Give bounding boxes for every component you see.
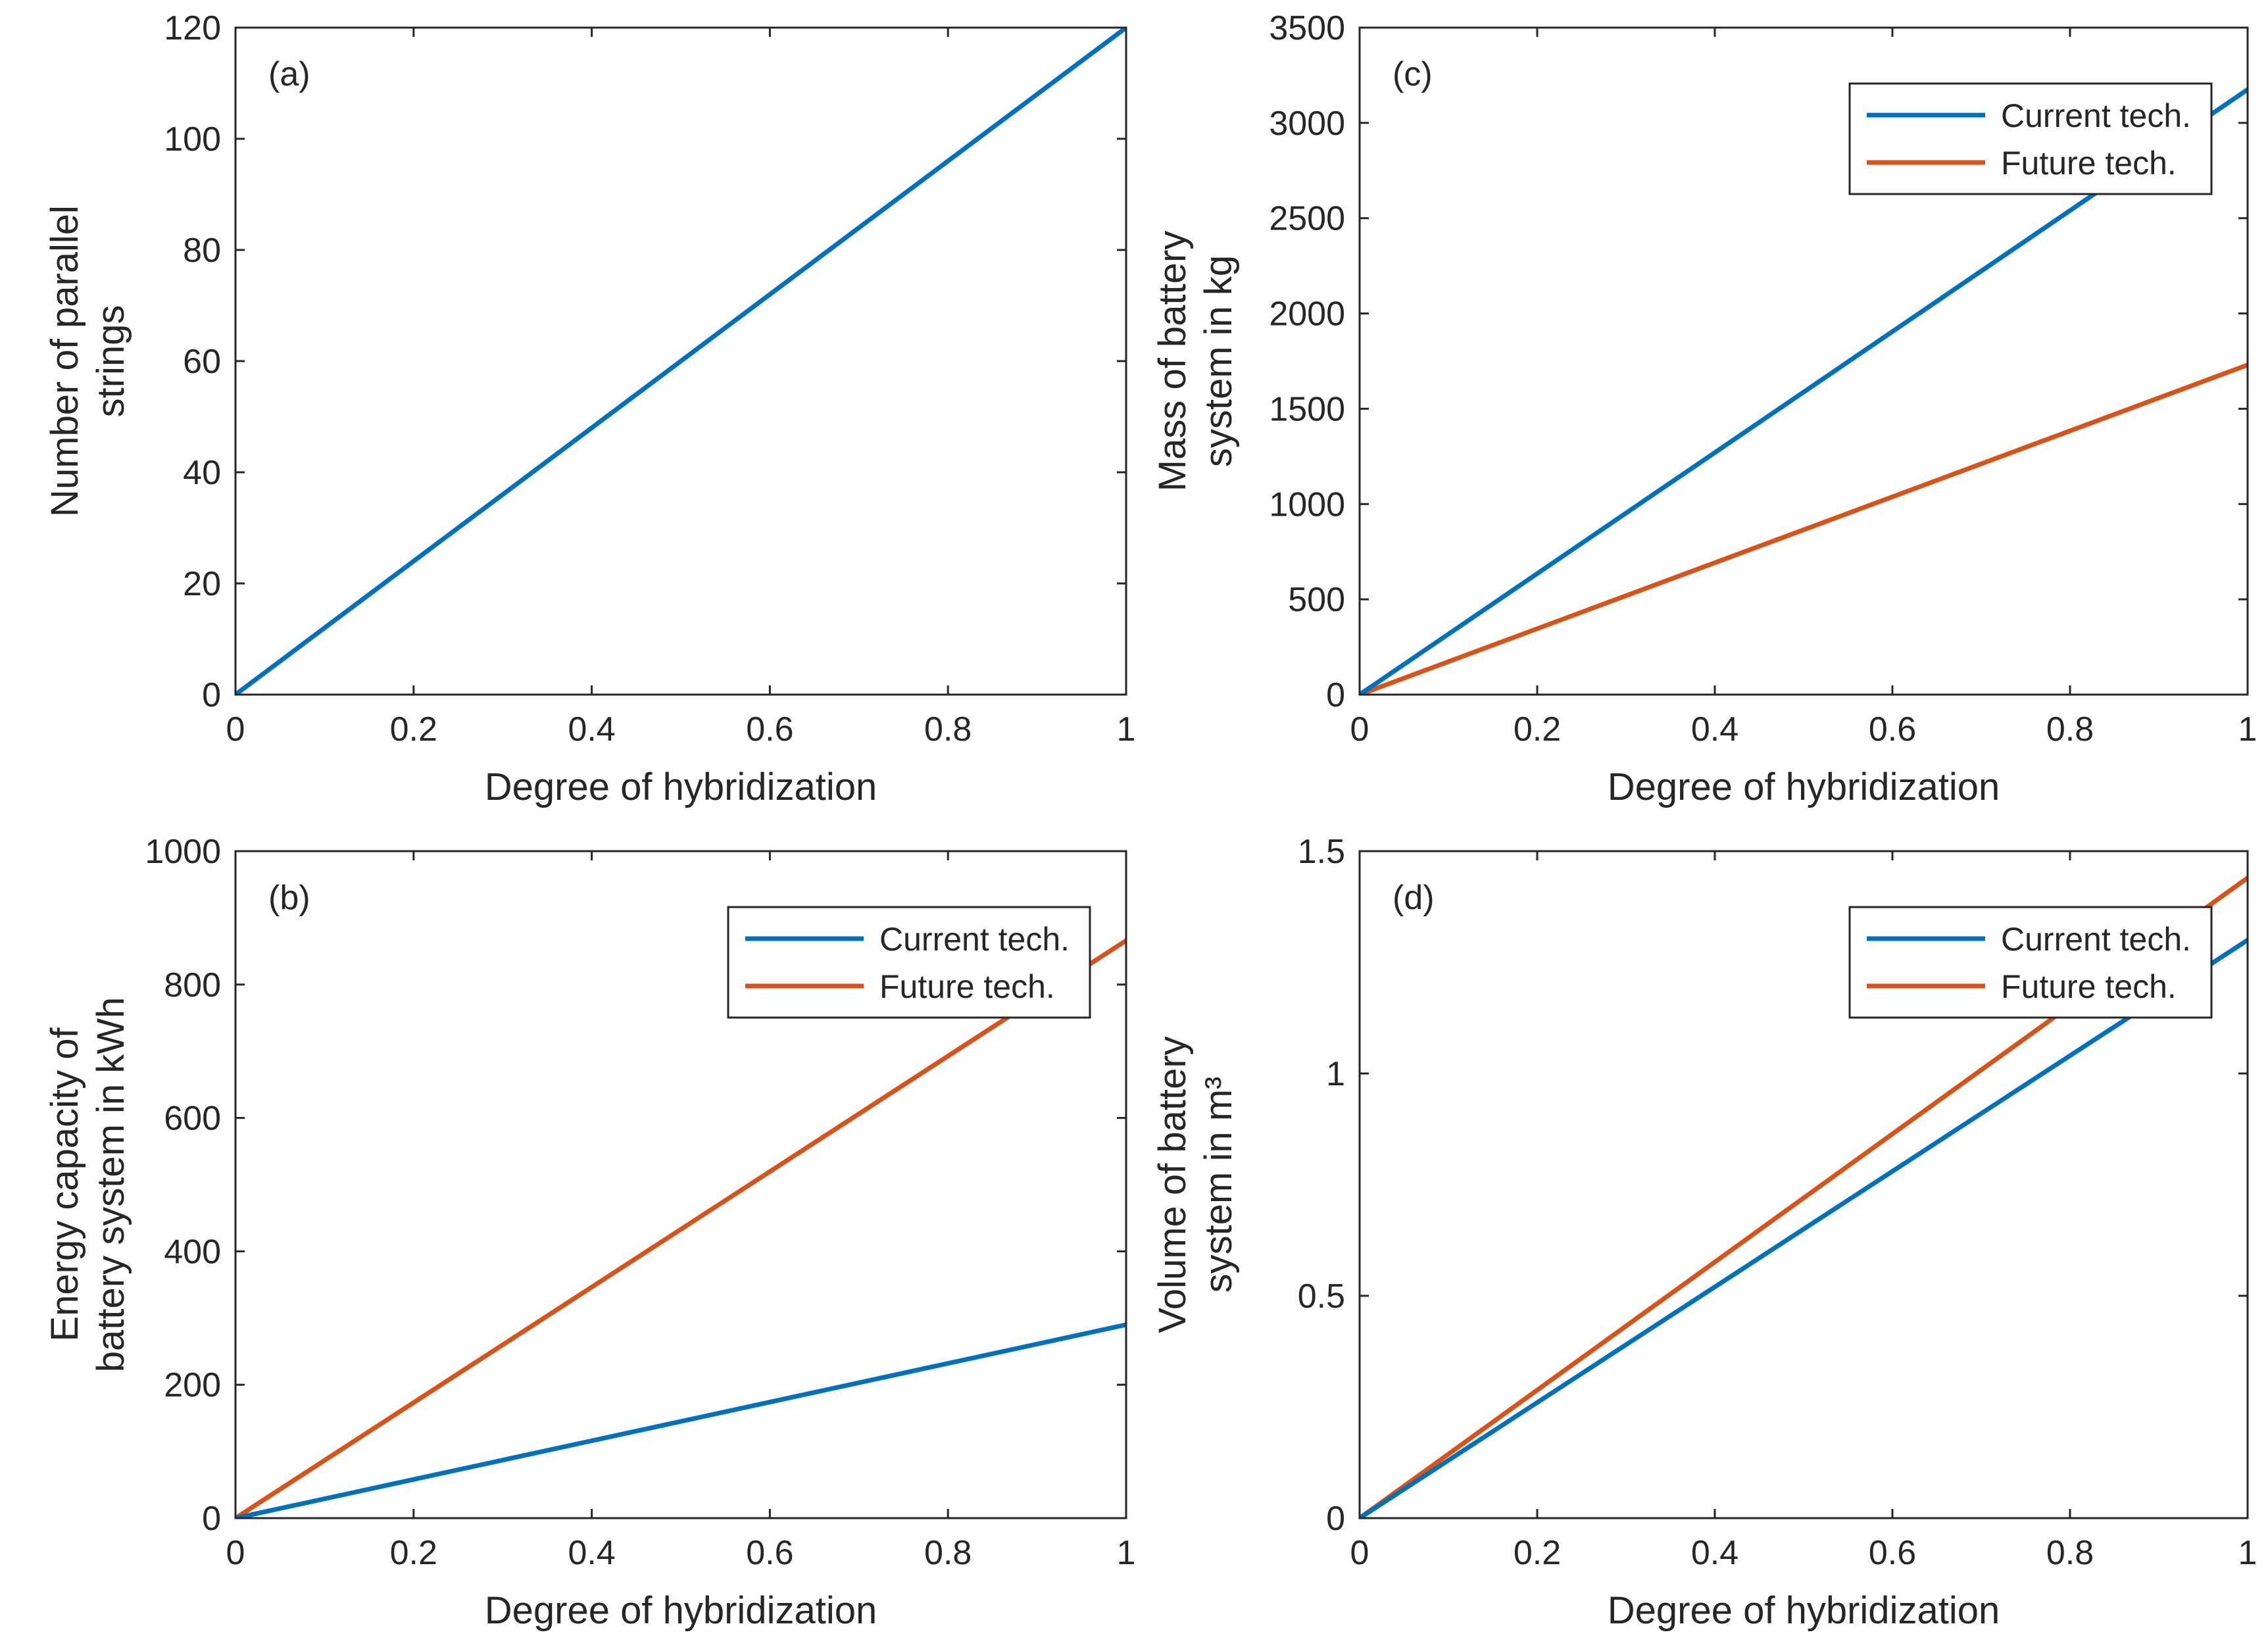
x-tick-label: 0.8	[924, 710, 972, 749]
y-tick-label: 3500	[1269, 9, 1345, 47]
x-tick-label: 0	[1350, 710, 1369, 749]
x-tick-label: 1	[1117, 1534, 1136, 1572]
series-line-future-tech	[1360, 362, 2248, 695]
y-tick-label: 0	[1326, 676, 1345, 714]
y-tick-label: 1000	[145, 833, 221, 871]
y-tick-label: 1	[1326, 1055, 1345, 1093]
legend: Current tech. Future tech.	[1848, 906, 2213, 1019]
chart-panel-b: 0 0.2 0.4 0.6 0.8 1 0 200 400 600 800 1000 Degree of…	[43, 833, 1135, 1632]
y-tick-label: 20	[183, 565, 221, 603]
x-tick-label: 0	[226, 710, 245, 749]
y-tick-label: 500	[1288, 581, 1345, 619]
y-tick-label: 1.5	[1298, 833, 1345, 871]
series-line-current-tech	[1360, 937, 2248, 1518]
x-tick-label: 0.6	[1869, 1534, 1916, 1572]
y-tick-label: 0	[202, 676, 221, 714]
y-tick-label: 0	[202, 1500, 221, 1538]
legend-box	[727, 906, 1091, 1019]
legend-entry: Future tech.	[2001, 145, 2177, 182]
x-tick-label: 0.2	[390, 1534, 437, 1572]
chart-panel-d: 0 0.2 0.4 0.6 0.8 1 0 0.5 1 1.5 Degree of hybridiz…	[1151, 833, 2257, 1632]
x-tick-label: 1	[2238, 1534, 2257, 1572]
x-tick-label: 0.6	[746, 710, 793, 749]
y-axis-label-line: Volume of battery	[1151, 1036, 1194, 1333]
y-tick-label: 3000	[1269, 105, 1345, 143]
x-tick-label: 0.2	[1514, 1534, 1561, 1572]
y-axis-label-line: system in m³	[1197, 1077, 1240, 1293]
x-tick-label: 0.8	[924, 1534, 972, 1572]
legend-entry: Current tech.	[2001, 97, 2191, 134]
panel-label: (c)	[1393, 55, 1433, 93]
x-tick-label: 0	[226, 1534, 245, 1572]
y-axis-label-line: battery system in kWh	[89, 997, 132, 1372]
y-tick-label: 1000	[1269, 485, 1345, 524]
legend-box	[1848, 906, 2213, 1019]
y-tick-label: 600	[164, 1100, 221, 1138]
x-tick-label: 0.6	[746, 1534, 793, 1572]
x-tick-label: 0.4	[1691, 1534, 1738, 1572]
y-tick-label: 400	[164, 1233, 221, 1271]
y-tick-label: 800	[164, 966, 221, 1004]
chart-panel-a: 0 0.2 0.4 0.6 0.8 1 0 20 40 60 80 100 120 Degree of h…	[43, 9, 1135, 808]
y-axis-label: Energy capacity ofbattery system in kWh	[43, 997, 132, 1372]
legend-entry: Future tech.	[2001, 968, 2177, 1005]
series-line-current-tech	[235, 1322, 1126, 1518]
chart-panel-c: 0 0.2 0.4 0.6 0.8 1 0 500 1000 1500 2000 2500 3000 35…	[1151, 9, 2257, 808]
legend: Current tech. Future tech.	[1848, 82, 2213, 195]
y-tick-label: 1500	[1269, 390, 1345, 428]
y-axis-label-line: Mass of battery	[1151, 231, 1194, 491]
x-axis-label: Degree of hybridization	[485, 1589, 877, 1632]
series-group	[235, 28, 1126, 695]
x-tick-label: 0.4	[1691, 710, 1738, 749]
y-axis-label: Mass of batterysystem in kg	[1151, 231, 1240, 491]
y-tick-label: 0	[1326, 1500, 1345, 1538]
y-axis-label-line: Energy capacity of	[43, 1027, 86, 1342]
y-axis-label: Volume of batterysystem in m³	[1151, 1036, 1240, 1333]
legend-entry: Future tech.	[879, 968, 1055, 1005]
panel-label: (d)	[1393, 879, 1435, 917]
series-group	[235, 938, 1126, 1518]
y-tick-label: 2000	[1269, 295, 1345, 333]
panel-label: (a)	[268, 55, 310, 93]
x-tick-label: 0.6	[1869, 710, 1916, 749]
legend-box	[1848, 82, 2213, 195]
y-axis-label-line: Number of parallel	[43, 205, 86, 517]
panel-label: (b)	[268, 879, 310, 917]
x-axis-label: Degree of hybridization	[1608, 766, 2000, 808]
x-tick-label: 0	[1350, 1534, 1369, 1572]
series-line-number-of-parallel-strings	[235, 28, 1126, 695]
x-tick-label: 0.8	[2046, 710, 2094, 749]
axes-box	[234, 850, 1127, 1519]
x-tick-label: 1	[1117, 710, 1136, 749]
series-line-future-tech	[235, 938, 1126, 1518]
y-tick-label: 200	[164, 1366, 221, 1404]
legend-entry: Current tech.	[879, 921, 1070, 958]
x-tick-label: 1	[2238, 710, 2257, 749]
axes-box	[1358, 26, 2249, 696]
y-tick-label: 100	[164, 120, 221, 159]
y-tick-label: 40	[183, 454, 221, 492]
y-tick-label: 0.5	[1298, 1277, 1345, 1316]
x-tick-label: 0.2	[1514, 710, 1561, 749]
legend-entry: Current tech.	[2001, 921, 2191, 958]
y-axis-label: Number of parallelstrings	[43, 205, 132, 517]
x-tick-label: 0.2	[390, 710, 437, 749]
axes-box	[1358, 850, 2249, 1519]
legend: Current tech. Future tech.	[727, 906, 1091, 1019]
x-tick-label: 0.4	[568, 710, 615, 749]
y-tick-label: 120	[164, 9, 221, 47]
x-axis-label: Degree of hybridization	[485, 766, 877, 808]
y-axis-label-line: system in kg	[1197, 255, 1240, 467]
y-axis-label-line: strings	[89, 305, 132, 418]
x-tick-label: 0.8	[2046, 1534, 2094, 1572]
y-tick-label: 60	[183, 343, 221, 381]
y-tick-label: 80	[183, 232, 221, 270]
x-tick-label: 0.4	[568, 1534, 615, 1572]
x-axis-label: Degree of hybridization	[1608, 1589, 2000, 1632]
y-tick-label: 2500	[1269, 200, 1345, 238]
